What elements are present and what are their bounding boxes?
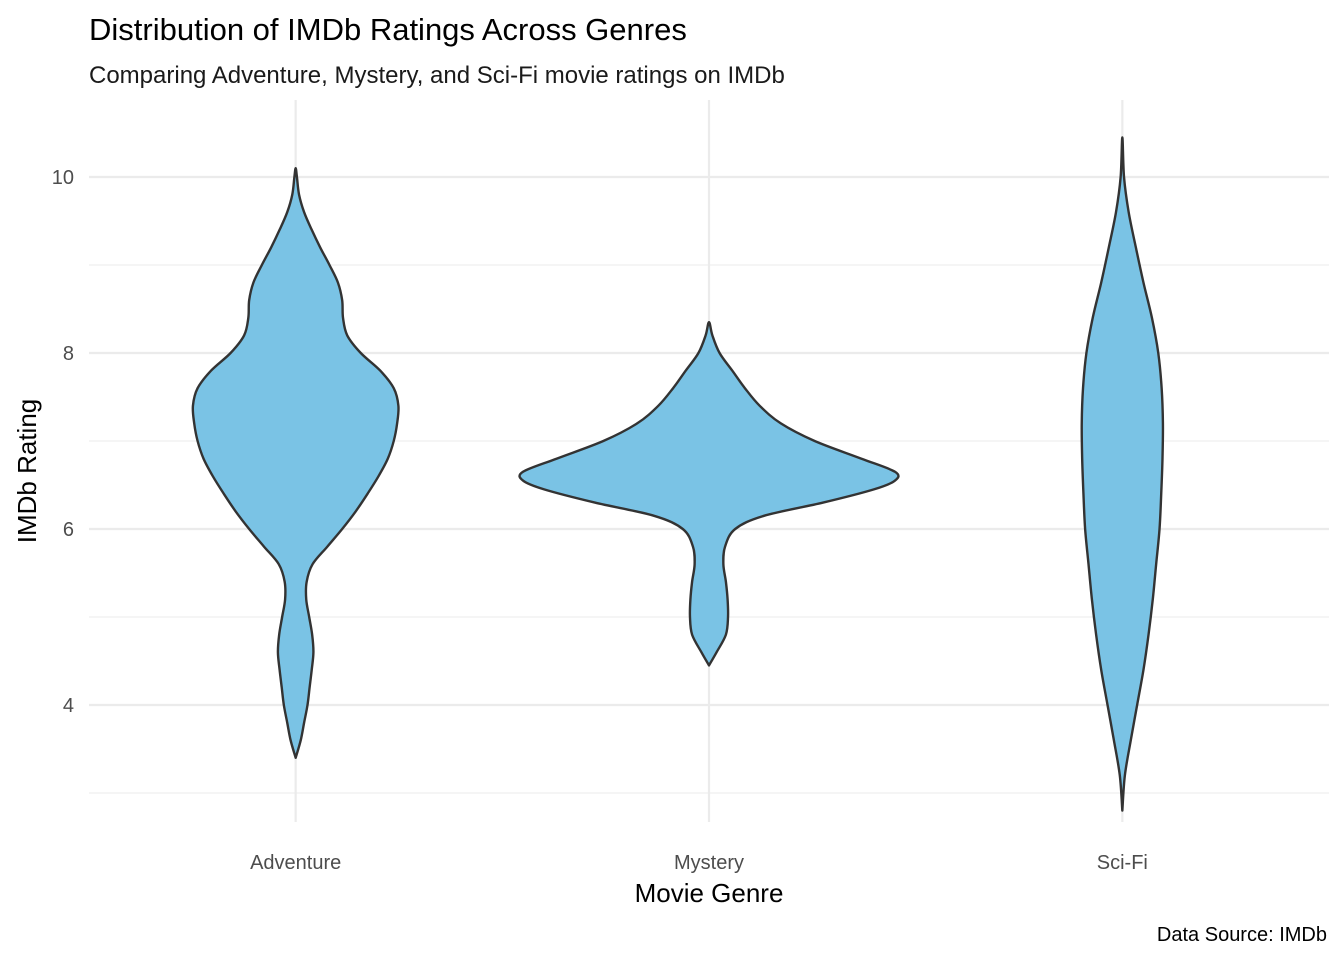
violin-mystery — [518, 321, 900, 667]
y-tick-label: 6 — [63, 519, 74, 541]
y-tick-label: 4 — [63, 695, 74, 717]
chart-subtitle: Comparing Adventure, Mystery, and Sci-Fi… — [89, 62, 785, 89]
x-axis-title: Movie Genre — [635, 878, 784, 908]
violin-sci-fi — [1080, 136, 1165, 812]
x-tick-label: Sci-Fi — [1097, 852, 1148, 874]
y-axis-tick-labels: 4 6 8 10 — [52, 167, 74, 717]
x-axis-tick-labels: Adventure Mystery Sci-Fi — [250, 852, 1148, 874]
violin-series — [191, 136, 1165, 812]
x-tick-label: Mystery — [674, 852, 744, 874]
chart-title: Distribution of IMDb Ratings Across Genr… — [89, 12, 687, 47]
chart-caption: Data Source: IMDb — [1157, 924, 1327, 946]
y-axis-title: IMDb Rating — [12, 399, 42, 544]
x-tick-label: Adventure — [250, 852, 341, 874]
violin-adventure — [191, 167, 400, 759]
y-tick-label: 8 — [63, 343, 74, 365]
y-tick-label: 10 — [52, 167, 74, 189]
